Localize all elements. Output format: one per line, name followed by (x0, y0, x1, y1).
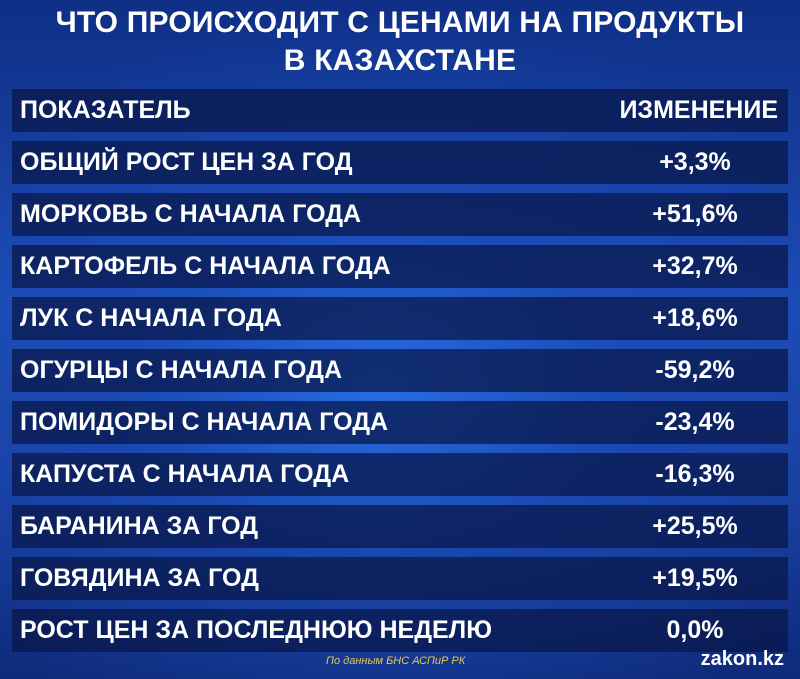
row-value: -23,4% (655, 408, 735, 436)
row-value: +18,6% (652, 304, 738, 332)
row-value: +19,5% (652, 564, 738, 592)
table-row: ЛУК С НАЧАЛА ГОДА +18,6% (12, 292, 788, 344)
row-value: -16,3% (655, 460, 735, 488)
row-value: +32,7% (652, 252, 738, 280)
price-change-table: ПОКАЗАТЕЛЬ ИЗМЕНЕНИЕ ОБЩИЙ РОСТ ЦЕН ЗА Г… (12, 84, 788, 656)
column-header-indicator: ПОКАЗАТЕЛЬ (20, 96, 191, 124)
title-line-1: ЧТО ПРОИСХОДИТ С ЦЕНАМИ НА ПРОДУКТЫ (55, 6, 745, 39)
table-row: ОГУРЦЫ С НАЧАЛА ГОДА -59,2% (12, 344, 788, 396)
table-row: КАПУСТА С НАЧАЛА ГОДА -16,3% (12, 448, 788, 500)
row-value: -59,2% (655, 356, 735, 384)
row-band (12, 141, 788, 184)
brand-logo: zakon.kz (700, 648, 784, 670)
row-band (12, 609, 788, 652)
row-label: ГОВЯДИНА ЗА ГОД (20, 564, 259, 592)
row-label: РОСТ ЦЕН ЗА ПОСЛЕДНЮЮ НЕДЕЛЮ (20, 616, 493, 644)
row-label: ЛУК С НАЧАЛА ГОДА (20, 304, 282, 332)
row-band (12, 245, 788, 288)
row-band (12, 401, 788, 444)
row-label: ОГУРЦЫ С НАЧАЛА ГОДА (20, 356, 343, 384)
row-band (12, 193, 788, 236)
row-value: +3,3% (659, 148, 731, 176)
row-band (12, 297, 788, 340)
table-row: БАРАНИНА ЗА ГОД +25,5% (12, 500, 788, 552)
table-row: ОБЩИЙ РОСТ ЦЕН ЗА ГОД +3,3% (12, 136, 788, 188)
table-row: КАРТОФЕЛЬ С НАЧАЛА ГОДА +32,7% (12, 240, 788, 292)
row-band (12, 349, 788, 392)
row-band (12, 453, 788, 496)
row-value: +25,5% (652, 512, 738, 540)
table-header-row: ПОКАЗАТЕЛЬ ИЗМЕНЕНИЕ (12, 84, 788, 136)
row-value: 0,0% (666, 616, 724, 644)
page-title: ЧТО ПРОИСХОДИТ С ЦЕНАМИ НА ПРОДУКТЫ В КА… (0, 4, 800, 80)
row-label: МОРКОВЬ С НАЧАЛА ГОДА (20, 200, 362, 228)
table-row: ГОВЯДИНА ЗА ГОД +19,5% (12, 552, 788, 604)
column-header-change: ИЗМЕНЕНИЕ (619, 96, 778, 124)
row-label: БАРАНИНА ЗА ГОД (20, 512, 259, 540)
table-row: МОРКОВЬ С НАЧАЛА ГОДА +51,6% (12, 188, 788, 240)
source-note: По данным БНС АСПиР РК (326, 655, 466, 667)
table-row: РОСТ ЦЕН ЗА ПОСЛЕДНЮЮ НЕДЕЛЮ 0,0% (12, 604, 788, 656)
row-band (12, 505, 788, 548)
row-label: КАПУСТА С НАЧАЛА ГОДА (20, 460, 350, 488)
row-label: ПОМИДОРЫ С НАЧАЛА ГОДА (20, 408, 389, 436)
row-band (12, 89, 788, 132)
row-value: +51,6% (652, 200, 738, 228)
row-label: КАРТОФЕЛЬ С НАЧАЛА ГОДА (20, 252, 391, 280)
row-label: ОБЩИЙ РОСТ ЦЕН ЗА ГОД (20, 148, 353, 176)
title-line-2: В КАЗАХСТАНЕ (283, 44, 517, 77)
table-row: ПОМИДОРЫ С НАЧАЛА ГОДА -23,4% (12, 396, 788, 448)
row-band (12, 557, 788, 600)
